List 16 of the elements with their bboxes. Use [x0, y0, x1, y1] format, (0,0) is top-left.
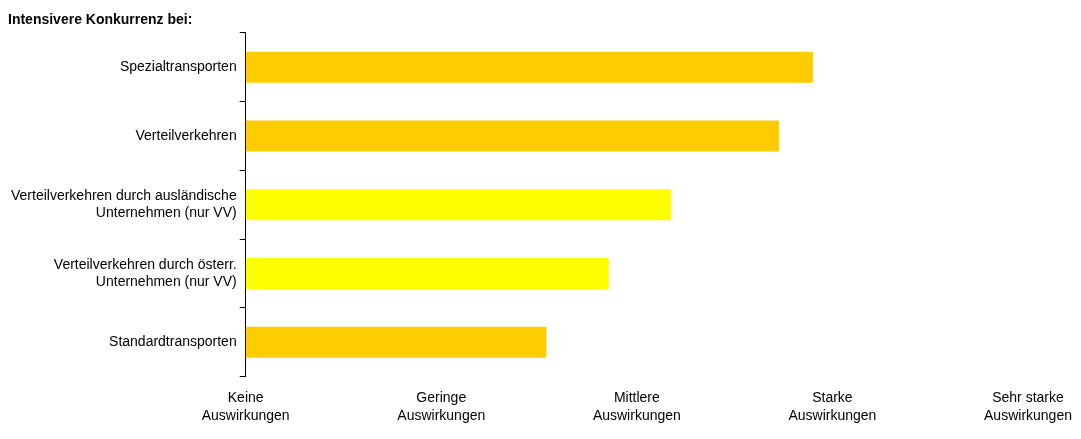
text: Starke Auswirkungen	[788, 388, 877, 424]
text: Geringe Auswirkungen	[397, 388, 486, 424]
text: Mittlere Auswirkungen	[592, 388, 681, 424]
bar	[245, 189, 672, 221]
y-tick-label: Verteilverkehren	[135, 126, 237, 143]
y-tick-label: Standardtransporten	[109, 333, 237, 350]
bar	[245, 257, 609, 289]
bar	[245, 326, 547, 358]
text: Intensivere Konkurrenz bei:	[8, 11, 193, 28]
text: Keine Auswirkungen	[201, 388, 290, 424]
y-tick-label: Verteilverkehren durch ausländische Unternehmen (nur VV)	[10, 187, 237, 220]
bar	[245, 51, 813, 83]
y-tick-label: Spezialtransporten	[119, 58, 237, 75]
bar	[245, 120, 779, 152]
text: Sehr starke Auswirkungen	[984, 388, 1072, 424]
y-tick-label: Verteilverkehren durch österr. Unternehmen (nur VV)	[53, 255, 237, 289]
